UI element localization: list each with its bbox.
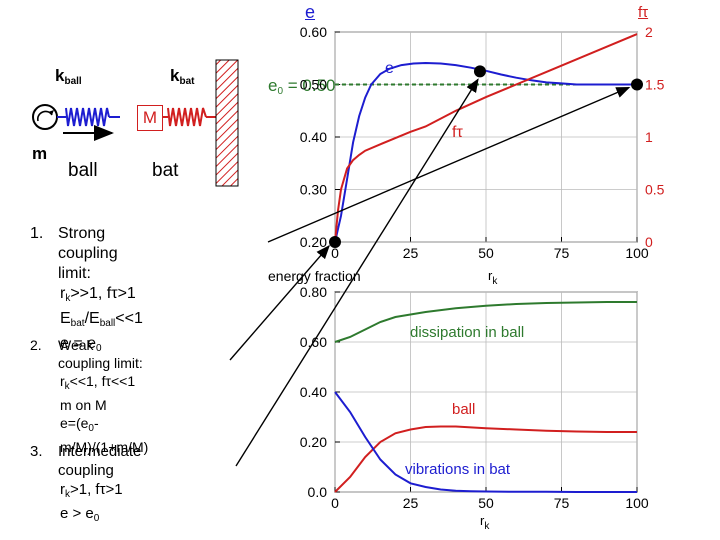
x-tick-label: 0 [331,495,339,511]
data-marker [631,78,643,91]
limit-number: 1. [30,225,44,242]
limit-line: e > e0 [60,505,100,524]
x-tick-label: 25 [403,245,419,261]
limit-line: rk<<1, fτ<<1 [60,373,136,392]
y-tick-label: 0.30 [300,182,327,198]
x-tick-label: 50 [478,495,494,511]
y2-tick-label: 0.5 [645,182,665,198]
limit-line: e=(e0-m/M)/(1+m/M) [60,415,149,455]
x-tick-label: 100 [625,495,649,511]
series-line-f- [334,33,638,243]
y-tick-label: 0.20 [300,234,327,250]
y2-tick-label: 2 [645,24,653,40]
x-tick-label: 25 [403,495,419,511]
arrow-weak-coupling [229,244,330,361]
x-axis-title-bottom: rk [480,513,490,532]
arrow-strong-coupling [267,86,631,243]
x-tick-label: 75 [554,495,570,511]
data-marker [473,65,486,78]
e0-reference-label: e0 = 0.50 [268,76,336,97]
series-label-ftau: fτ [452,124,463,141]
series-label-ball: ball [452,401,475,418]
series-label-vibrations: vibrations in bat [405,461,511,478]
ball-spring-icon [57,107,120,127]
limit-number: 2. [30,337,42,353]
limit-line: rk>1, fτ>1 [60,481,123,500]
series-label-dissipation: dissipation in ball [410,324,524,341]
y-tick-label: 0.20 [300,434,327,450]
mass-small-label: m [32,144,48,163]
k-ball-label: kball [55,66,82,87]
bat-label: bat [152,160,179,181]
y-tick-label: 0.50 [300,77,327,93]
y-tick-label: 0.60 [300,24,327,40]
limit-line: e = e0 [60,335,102,354]
k-ball-text: kball [55,66,82,87]
bat-spring-icon [162,107,216,127]
k-bat-label: kbat [170,66,194,87]
ball-label: ball [68,160,98,181]
series-line-vibrations-in-bat [334,391,637,493]
x-tick-label: 50 [478,245,494,261]
series-line-e [334,61,637,243]
limit-title: Intermediate coupling [58,443,142,479]
y-tick-label: 0.80 [300,284,327,300]
y-tick-label: 0.40 [300,384,327,400]
x-tick-label: 100 [625,245,649,261]
wall-icon [215,59,239,187]
series-line-dissipation-in-ball [334,301,637,343]
top-right-axis-title: fτ [638,4,649,21]
k-bat-text: kbat [170,66,195,87]
limit-title: Strong coupling limit: [58,225,118,282]
y2-tick-label: 1.5 [645,77,665,93]
series-label-e: e [385,60,394,77]
ball-icon [32,104,58,130]
y-tick-label: 0.0 [308,484,328,500]
series-line-ball [334,425,637,493]
limit-title: Weak coupling limit: [58,337,143,371]
bottom-axis-title: energy fraction [268,268,361,284]
limit-line: Ebat/Eball<<1 [60,310,143,329]
y2-tick-label: 0 [645,234,653,250]
y-tick-label: 0.40 [300,129,327,145]
mass-big-label: M [142,108,158,127]
y2-tick-label: 1 [645,129,653,145]
x-tick-label: 0 [331,245,339,261]
arrow-intermediate-coupling [235,78,479,467]
top-left-axis-title: e [305,2,316,22]
limit-line: rk>>1, fτ>1 [60,285,136,304]
data-marker [329,236,341,248]
x-tick-label: 75 [554,245,570,261]
x-axis-title-top: rk [488,268,498,287]
limit-number: 3. [30,443,43,460]
limit-line: m on M [60,397,107,413]
